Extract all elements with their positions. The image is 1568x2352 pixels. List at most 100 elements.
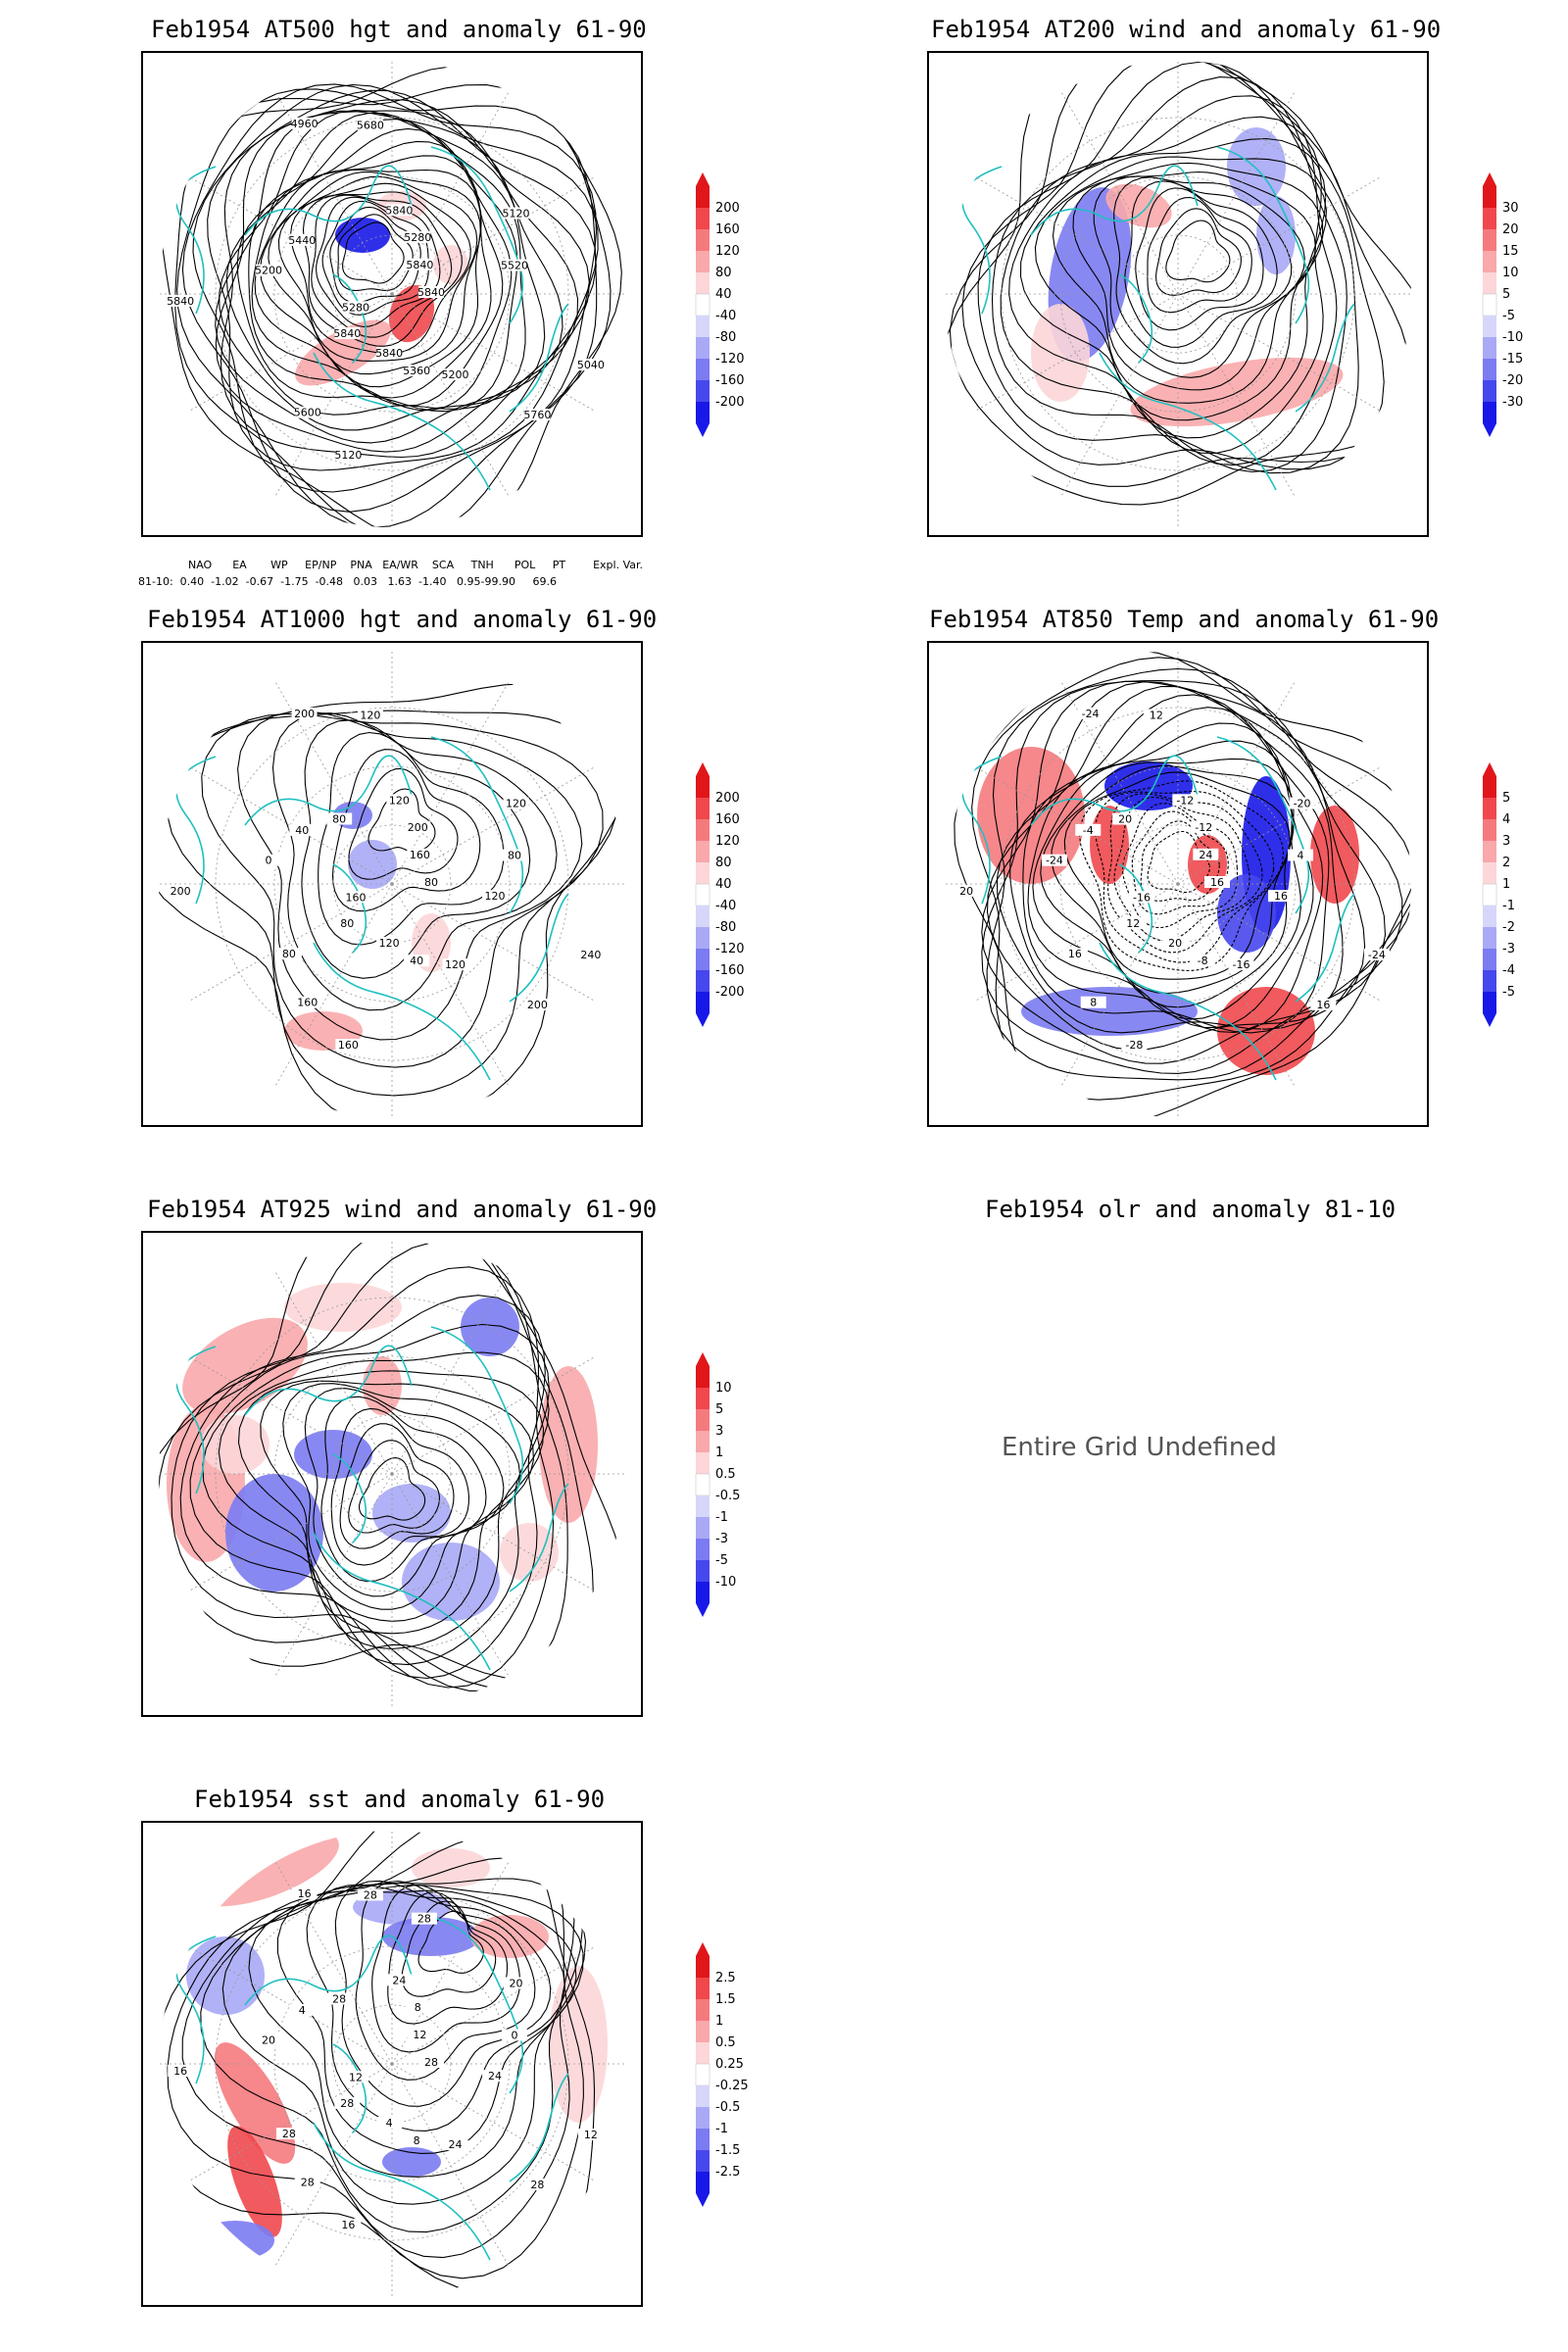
colorbar-min-arrow	[696, 423, 710, 437]
colorbar-swatch	[1483, 992, 1496, 1013]
contour-label-bg	[1120, 916, 1147, 929]
idx-pna-value: -0.48	[315, 575, 344, 588]
contour-line	[176, 88, 598, 527]
idx-ea-label: EA	[232, 559, 247, 571]
colorbar-tick-label: -5	[1502, 985, 1515, 1000]
colorbar-at500: 200 160 120 80 40 -40 -80 -120 -160 -200	[688, 172, 747, 447]
contour-label-bg	[291, 117, 318, 129]
teleconnection-values: 81-10: 0.40 -1.02 -0.67 -1.75 -0.48 0.03…	[131, 563, 557, 588]
map-at500-height: 5840 5840 5840 5200 5200 5120 5120 4960 5040 5280…	[141, 51, 643, 537]
anomaly-shading	[214, 2042, 296, 2164]
colorbar-tick-label: -0.25	[715, 2079, 749, 2093]
contour-label-bg	[386, 794, 413, 807]
colorbar-min-arrow	[1483, 423, 1496, 437]
contour-line	[221, 1878, 587, 2205]
coastline	[1099, 352, 1277, 491]
contour-line	[181, 83, 597, 513]
colorbar-swatch	[1483, 251, 1496, 272]
idx-eawr-value: 0.03	[353, 575, 378, 588]
colorbar-tick-label: -120	[715, 942, 745, 956]
contour-label-bg	[502, 849, 528, 861]
colorbar-swatch	[1483, 208, 1496, 229]
contour-label: 16	[1068, 948, 1082, 960]
colorbar-swatch	[696, 1452, 710, 1474]
contour-label: 80	[282, 948, 296, 960]
contour-label-bg	[335, 1039, 362, 1052]
idx-pt-value: -99.90	[480, 575, 515, 588]
contour-label-bg	[418, 286, 444, 298]
contour-label-bg	[502, 2029, 528, 2041]
contour-label: -28	[1125, 1039, 1143, 1052]
idx-tnh-value: -1.40	[418, 575, 447, 588]
coastline	[430, 736, 524, 914]
idx-explvar-value: 69.6	[532, 575, 557, 588]
idx-tnh-label: TNH	[470, 559, 494, 571]
contour-label: -24	[1046, 855, 1063, 867]
contour-label-bg	[1190, 955, 1216, 967]
colorbar-swatch	[1482, 293, 1497, 317]
contour-line	[971, 657, 1411, 1101]
contour-line	[1124, 180, 1278, 348]
contour-line	[1052, 162, 1324, 404]
colorbar-swatch	[696, 380, 710, 402]
idx-epnp-label: EP/NP	[305, 559, 337, 571]
colorbar-swatch	[696, 402, 710, 423]
coastline	[1118, 863, 1153, 954]
contour-label: -12	[1176, 794, 1194, 807]
contour-label-bg	[343, 891, 369, 904]
contour-label-bg	[524, 999, 551, 1011]
contour-line	[339, 1423, 455, 1549]
contour-label: -16	[1133, 891, 1151, 904]
anomaly-shading	[284, 1283, 402, 1332]
anomaly-shading	[461, 1298, 519, 1356]
contour-label: 20	[262, 2034, 275, 2047]
contour-label: 28	[340, 2097, 354, 2110]
contour-label: 5600	[294, 407, 321, 419]
idx-eawr-label: EA/WR	[382, 559, 418, 571]
idx-ea-value: -1.02	[211, 575, 239, 588]
contour-label-bg	[343, 2071, 369, 2083]
contour-label: 80	[332, 813, 346, 826]
contour-label-bg	[326, 812, 353, 825]
colorbar-swatch	[1483, 819, 1496, 841]
colorbar-max-arrow	[696, 762, 710, 776]
contour-line	[342, 221, 405, 284]
contour-line	[337, 214, 414, 291]
anomaly-shading	[388, 284, 435, 343]
contour-label: 12	[413, 2029, 426, 2041]
contour-label-bg	[291, 707, 318, 719]
contour-line	[201, 712, 604, 1068]
colorbar-swatch	[696, 2021, 710, 2042]
anomaly-shading	[363, 1356, 402, 1415]
contour-label-bg	[343, 301, 369, 314]
colorbar-at850: 5 4 3 2 1 -1 -2 -3 -4 -5	[1475, 762, 1534, 1037]
contour-label: 200	[171, 885, 191, 898]
contour-line	[192, 83, 599, 493]
contour-label: 28	[417, 1913, 431, 1926]
colorbar-tick-label: -5	[1502, 309, 1515, 323]
colorbar-tick-label: 0.25	[715, 2057, 744, 2072]
anomaly-shading	[201, 1415, 270, 1474]
contour-label-bg	[326, 1992, 353, 2005]
contour-line	[271, 712, 558, 1011]
contour-label: 28	[530, 2179, 544, 2191]
colorbar-swatch	[1483, 359, 1496, 380]
panel-title-at500: Feb1954 AT500 hgt and anomaly 61-90	[151, 16, 647, 43]
contour-label: 0	[512, 2030, 518, 2042]
coastline	[1295, 303, 1355, 413]
anomaly-shading	[348, 840, 397, 889]
colorbar-max-arrow	[696, 172, 710, 186]
contour-line	[290, 182, 471, 355]
contour-label: 12	[1126, 917, 1140, 930]
colorbar-swatch	[696, 186, 710, 208]
contour-label: 5840	[406, 259, 433, 271]
colorbar-swatch	[1482, 883, 1497, 906]
contour-line	[248, 127, 513, 412]
anomaly-shading	[335, 218, 390, 253]
anomaly-shading	[227, 2126, 282, 2237]
contour-label: 16	[173, 2065, 187, 2078]
contour-line	[1040, 758, 1295, 1008]
contour-line	[207, 89, 597, 471]
contour-label-bg	[335, 449, 362, 462]
coastline	[509, 2073, 569, 2182]
